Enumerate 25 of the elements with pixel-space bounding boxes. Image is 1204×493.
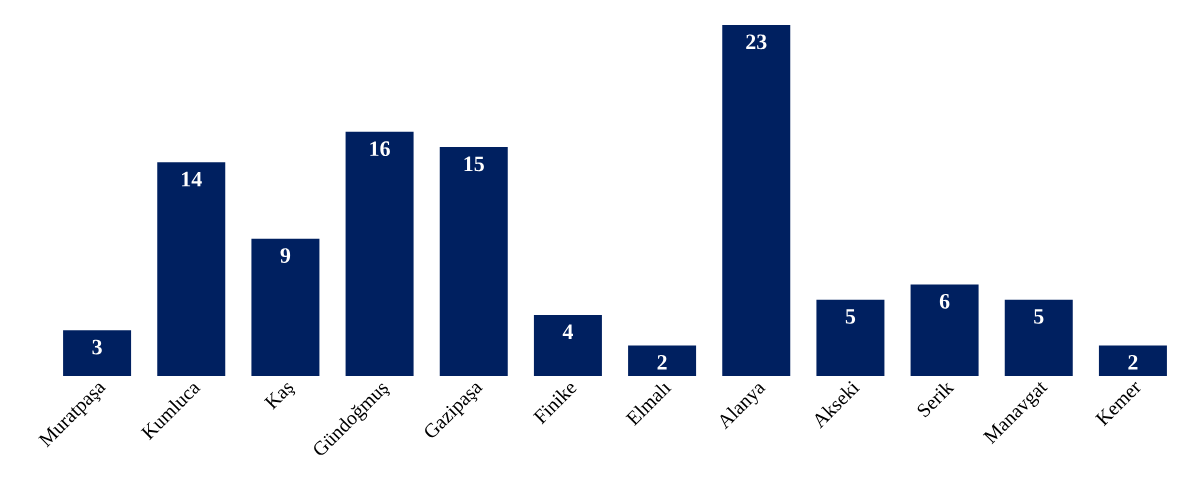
bar (533, 314, 602, 376)
data-label: 16 (370, 141, 390, 157)
bar (251, 238, 320, 376)
data-label: 15 (464, 156, 484, 172)
data-label: 5 (845, 309, 856, 324)
data-label: 9 (280, 248, 291, 263)
data-label: 2 (657, 354, 667, 370)
bar (816, 299, 885, 376)
bar (628, 345, 697, 376)
bar (63, 330, 132, 376)
bar (157, 162, 226, 376)
data-label: 5 (1034, 309, 1044, 324)
bar (722, 25, 791, 376)
bar (1098, 345, 1167, 376)
bar (910, 284, 979, 376)
data-label: 23 (746, 34, 767, 50)
data-label: 3 (92, 339, 102, 355)
bar (345, 131, 414, 376)
data-label: 6 (939, 293, 950, 309)
bar (439, 147, 508, 376)
bar (1004, 299, 1073, 376)
data-label: 2 (1128, 354, 1138, 370)
data-label: 4 (562, 324, 573, 339)
x-tick-label: Kaş (263, 382, 296, 410)
data-label: 14 (182, 171, 202, 187)
